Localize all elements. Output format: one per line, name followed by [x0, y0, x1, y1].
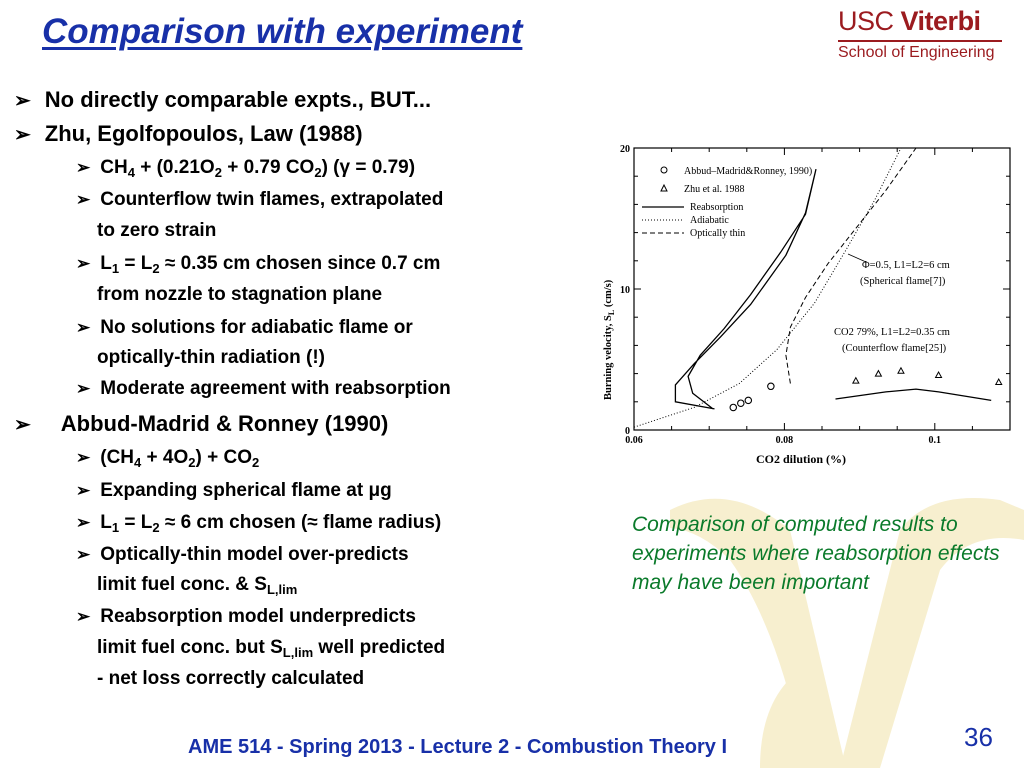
figure-caption: Comparison of computed results to experi… — [632, 513, 1000, 594]
slide-title: Comparison with experiment — [42, 12, 523, 51]
sub-bullet-reabsorption-model-line3: - net loss correctly calculated — [97, 668, 365, 689]
sub-bullet-optically-thin-line2: limit fuel conc. & SL,lim — [97, 574, 298, 597]
logo-viterbi: Viterbi — [900, 6, 982, 36]
annotations: Φ=0.5, L1=L2=6 cm (Spherical flame[7]) C… — [834, 253, 950, 354]
annotation-spherical-leader — [847, 253, 867, 263]
arrow-bullet-icon: ➢ — [76, 545, 91, 564]
data-point-triangle — [874, 369, 883, 377]
annotation-spherical-1: Φ=0.5, L1=L2=6 cm — [862, 260, 950, 271]
legend-zhu: Zhu et al. 1988 — [684, 184, 745, 195]
legend-circle-marker — [660, 166, 668, 174]
sub-bullet-mixture-2: ➢ (CH4 + 4O2) + CO2 — [76, 447, 260, 470]
logo-usc: USC — [838, 6, 894, 36]
arrow-bullet-icon: ➢ — [76, 158, 91, 177]
sub-bullet-length-035: ➢ L1 = L2 ≈ 0.35 cm chosen since 0.7 cm — [76, 253, 441, 276]
legend: Abbud–Madrid&Ronney, 1990) Zhu et al. 19… — [642, 166, 812, 239]
x-tick-label: 0.06 — [625, 435, 643, 446]
data-point-circle — [744, 396, 753, 405]
arrow-bullet-icon: ➢ — [76, 513, 91, 532]
y-tick-label: 10 — [620, 285, 630, 296]
page-number: 36 — [964, 722, 993, 752]
annotation-counterflow-1: CO2 79%, L1=L2=0.35 cm — [834, 327, 950, 338]
sub-bullet-no-solutions: ➢ No solutions for adiabatic flame or — [76, 317, 413, 338]
arrow-bullet-icon: ➢ — [76, 448, 91, 467]
sub-bullet-reabsorption-model: ➢ Reabsorption model underpredicts — [76, 606, 416, 627]
sub-bullet-length-6cm: ➢ L1 = L2 ≈ 6 cm chosen (≈ flame radius) — [76, 512, 442, 535]
sub-bullet-moderate-agreement: ➢ Moderate agreement with reabsorption — [76, 378, 451, 399]
arrow-bullet-icon: ➢ — [14, 90, 31, 112]
x-tick-label: 0.1 — [929, 435, 942, 446]
arrow-bullet-icon: ➢ — [76, 190, 91, 209]
markers-layer — [729, 366, 1003, 412]
slide-footer: AME 514 - Spring 2013 - Lecture 2 - Comb… — [188, 736, 727, 758]
sub-bullet-reabsorption-model-line2: limit fuel conc. but SL,lim well predict… — [97, 637, 446, 660]
y-tick-label: 0 — [625, 426, 630, 437]
sub-bullet-counterflow: ➢ Counterflow twin flames, extrapolated — [76, 189, 444, 210]
y-tick-label: 20 — [620, 144, 630, 155]
legend-optically-thin: Optically thin — [690, 228, 745, 239]
legend-adiabatic: Adiabatic — [690, 215, 729, 226]
sub-bullet-spherical-flame: ➢ Expanding spherical flame at μg — [76, 480, 392, 501]
arrow-bullet-icon: ➢ — [76, 607, 91, 626]
data-point-triangle — [934, 370, 943, 379]
series-line-solid-1 — [835, 388, 992, 402]
legend-abbud: Abbud–Madrid&Ronney, 1990) — [684, 166, 812, 177]
sub-bullet-no-solutions-line2: optically-thin radiation (!) — [97, 347, 325, 368]
x-tick-label: 0.08 — [776, 435, 794, 446]
sub-bullet-counterflow-line2: to zero strain — [97, 220, 217, 241]
y-axis-label: Burning velocity, SL (cm/s) — [603, 279, 616, 400]
annotation-spherical-2: (Spherical flame[7]) — [860, 276, 946, 287]
curves-layer — [633, 147, 992, 428]
series-line-dotted-0 — [633, 147, 902, 428]
viterbi-watermark — [670, 498, 1024, 768]
data-point-triangle — [851, 376, 860, 384]
annotation-counterflow-2: (Counterflow flame[25]) — [842, 343, 947, 354]
bullet-no-comparable-expts: ➢ No directly comparable expts., BUT... — [14, 87, 432, 112]
bullet-zhu-egolfopoulos-law: ➢ Zhu, Egolfopoulos, Law (1988) — [14, 121, 363, 146]
data-point-circle — [767, 382, 775, 391]
sub-bullet-mixture: ➢ CH4 + (0.21O2 + 0.79 CO2) (γ = 0.79) — [76, 157, 416, 180]
sub-bullet-optically-thin: ➢ Optically-thin model over-predicts — [76, 544, 409, 565]
sub-bullet-length-035-line2: from nozzle to stagnation plane — [97, 284, 383, 305]
arrow-bullet-icon: ➢ — [76, 254, 91, 273]
legend-triangle-marker — [660, 183, 668, 192]
burning-velocity-chart: Abbud–Madrid&Ronney, 1990) Zhu et al. 19… — [598, 140, 1014, 470]
series-line-dashed-0 — [785, 147, 917, 384]
figure-background — [598, 140, 1014, 470]
series-line-solid-0 — [674, 168, 817, 410]
data-point-triangle — [897, 366, 905, 374]
logo-school: School of Engineering — [838, 44, 995, 61]
data-point-circle — [737, 399, 745, 407]
data-point-triangle — [994, 378, 1003, 386]
legend-reabsorption: Reabsorption — [690, 202, 743, 213]
axis-labels: Burning velocity, SL (cm/s) CO2 dilution… — [603, 279, 846, 466]
x-axis-label: CO2 dilution (%) — [756, 452, 846, 466]
arrow-bullet-icon: ➢ — [76, 318, 91, 337]
logo-rule — [838, 40, 1002, 42]
arrow-bullet-icon: ➢ — [14, 124, 31, 146]
bullet-abbud-madrid-ronney: ➢ Abbud-Madrid & Ronney (1990) — [14, 411, 389, 436]
data-point-circle — [729, 403, 738, 412]
tick-labels: 0 10 20 0.06 0.08 0.1 — [620, 144, 941, 446]
plot-frame — [633, 147, 1011, 431]
arrow-bullet-icon: ➢ — [76, 379, 91, 398]
arrow-bullet-icon: ➢ — [14, 414, 31, 436]
usc-viterbi-logo: USC Viterbi School of Engineering — [838, 6, 1004, 62]
arrow-bullet-icon: ➢ — [76, 481, 91, 500]
